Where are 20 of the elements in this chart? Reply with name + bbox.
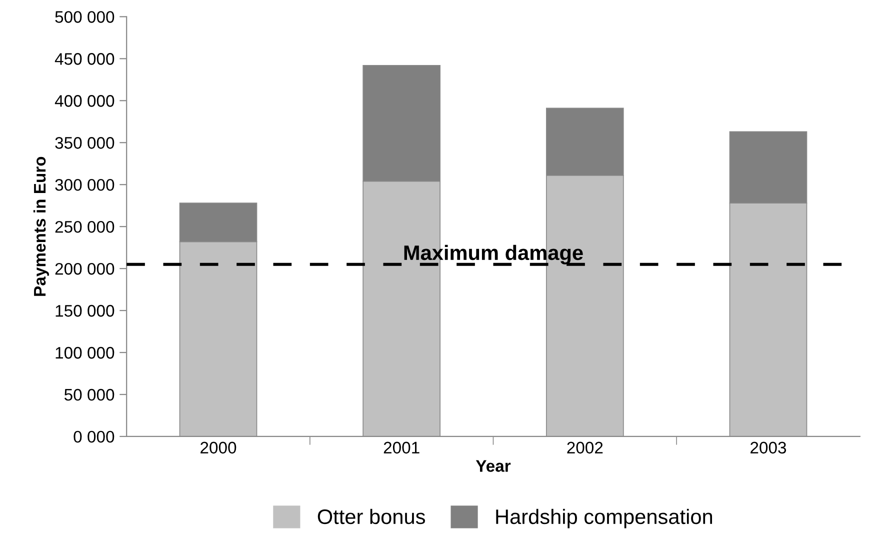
y-tick-label: 100 000 <box>56 346 114 359</box>
y-axis-title: Payments in Euro <box>33 156 49 296</box>
y-tick-label: 200 000 <box>55 262 114 275</box>
legend-label: Hardship compensation <box>496 508 712 528</box>
y-tick-label: 250 000 <box>55 220 114 233</box>
x-tick-label: 2003 <box>750 442 786 454</box>
y-tick-label: 400 000 <box>54 95 114 107</box>
x-tick-label: 2000 <box>200 442 236 454</box>
y-tick-label: 450 000 <box>54 53 114 65</box>
legend-label: Otter bonus <box>318 508 425 524</box>
y-tick-label: 150 000 <box>56 304 114 317</box>
y-tick-label: 0 000 <box>74 430 114 443</box>
ref-line-label: Maximum damage <box>404 244 583 264</box>
y-tick-label: 300 000 <box>55 178 114 191</box>
x-tick-label: 2001 <box>384 442 420 454</box>
y-tick-label: 50 000 <box>64 388 114 401</box>
x-axis-title: Year <box>476 460 511 472</box>
x-tick-label: 2002 <box>567 442 603 454</box>
y-tick-label: 500 000 <box>55 11 114 23</box>
y-tick-label: 350 000 <box>55 137 114 149</box>
